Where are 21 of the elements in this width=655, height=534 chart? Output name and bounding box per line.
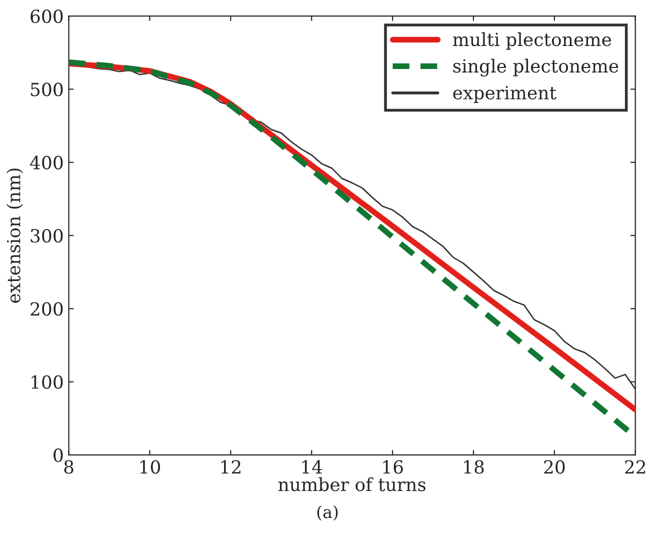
x-tick-label: 16	[383, 460, 403, 474]
legend-label: multi plectoneme	[452, 32, 612, 50]
legend-label: experiment	[453, 86, 556, 104]
x-tick-label: 20	[544, 460, 565, 474]
y-tick-label: 500	[30, 82, 63, 96]
x-tick-label: 14	[302, 460, 322, 474]
x-tick-label: 22	[625, 460, 646, 474]
text: (a)	[317, 505, 338, 521]
y-tick-label: 300	[30, 228, 63, 243]
legend-label: single plectoneme	[453, 58, 618, 77]
x-tick-label: 10	[140, 460, 160, 474]
x-tick-label: 8	[64, 460, 74, 474]
x-tick-label: 18	[464, 460, 484, 474]
x-axis-title: number of turns	[278, 477, 426, 492]
y-tick-label: 200	[30, 302, 63, 316]
y-tick-label: 0	[54, 448, 63, 462]
x-tick-label: 12	[221, 460, 240, 474]
y-tick-label: 100	[32, 375, 63, 389]
y-tick-label: 400	[30, 156, 63, 170]
y-axis-title: extension (nm)	[6, 168, 23, 303]
y-tick-label: 600	[30, 9, 63, 24]
